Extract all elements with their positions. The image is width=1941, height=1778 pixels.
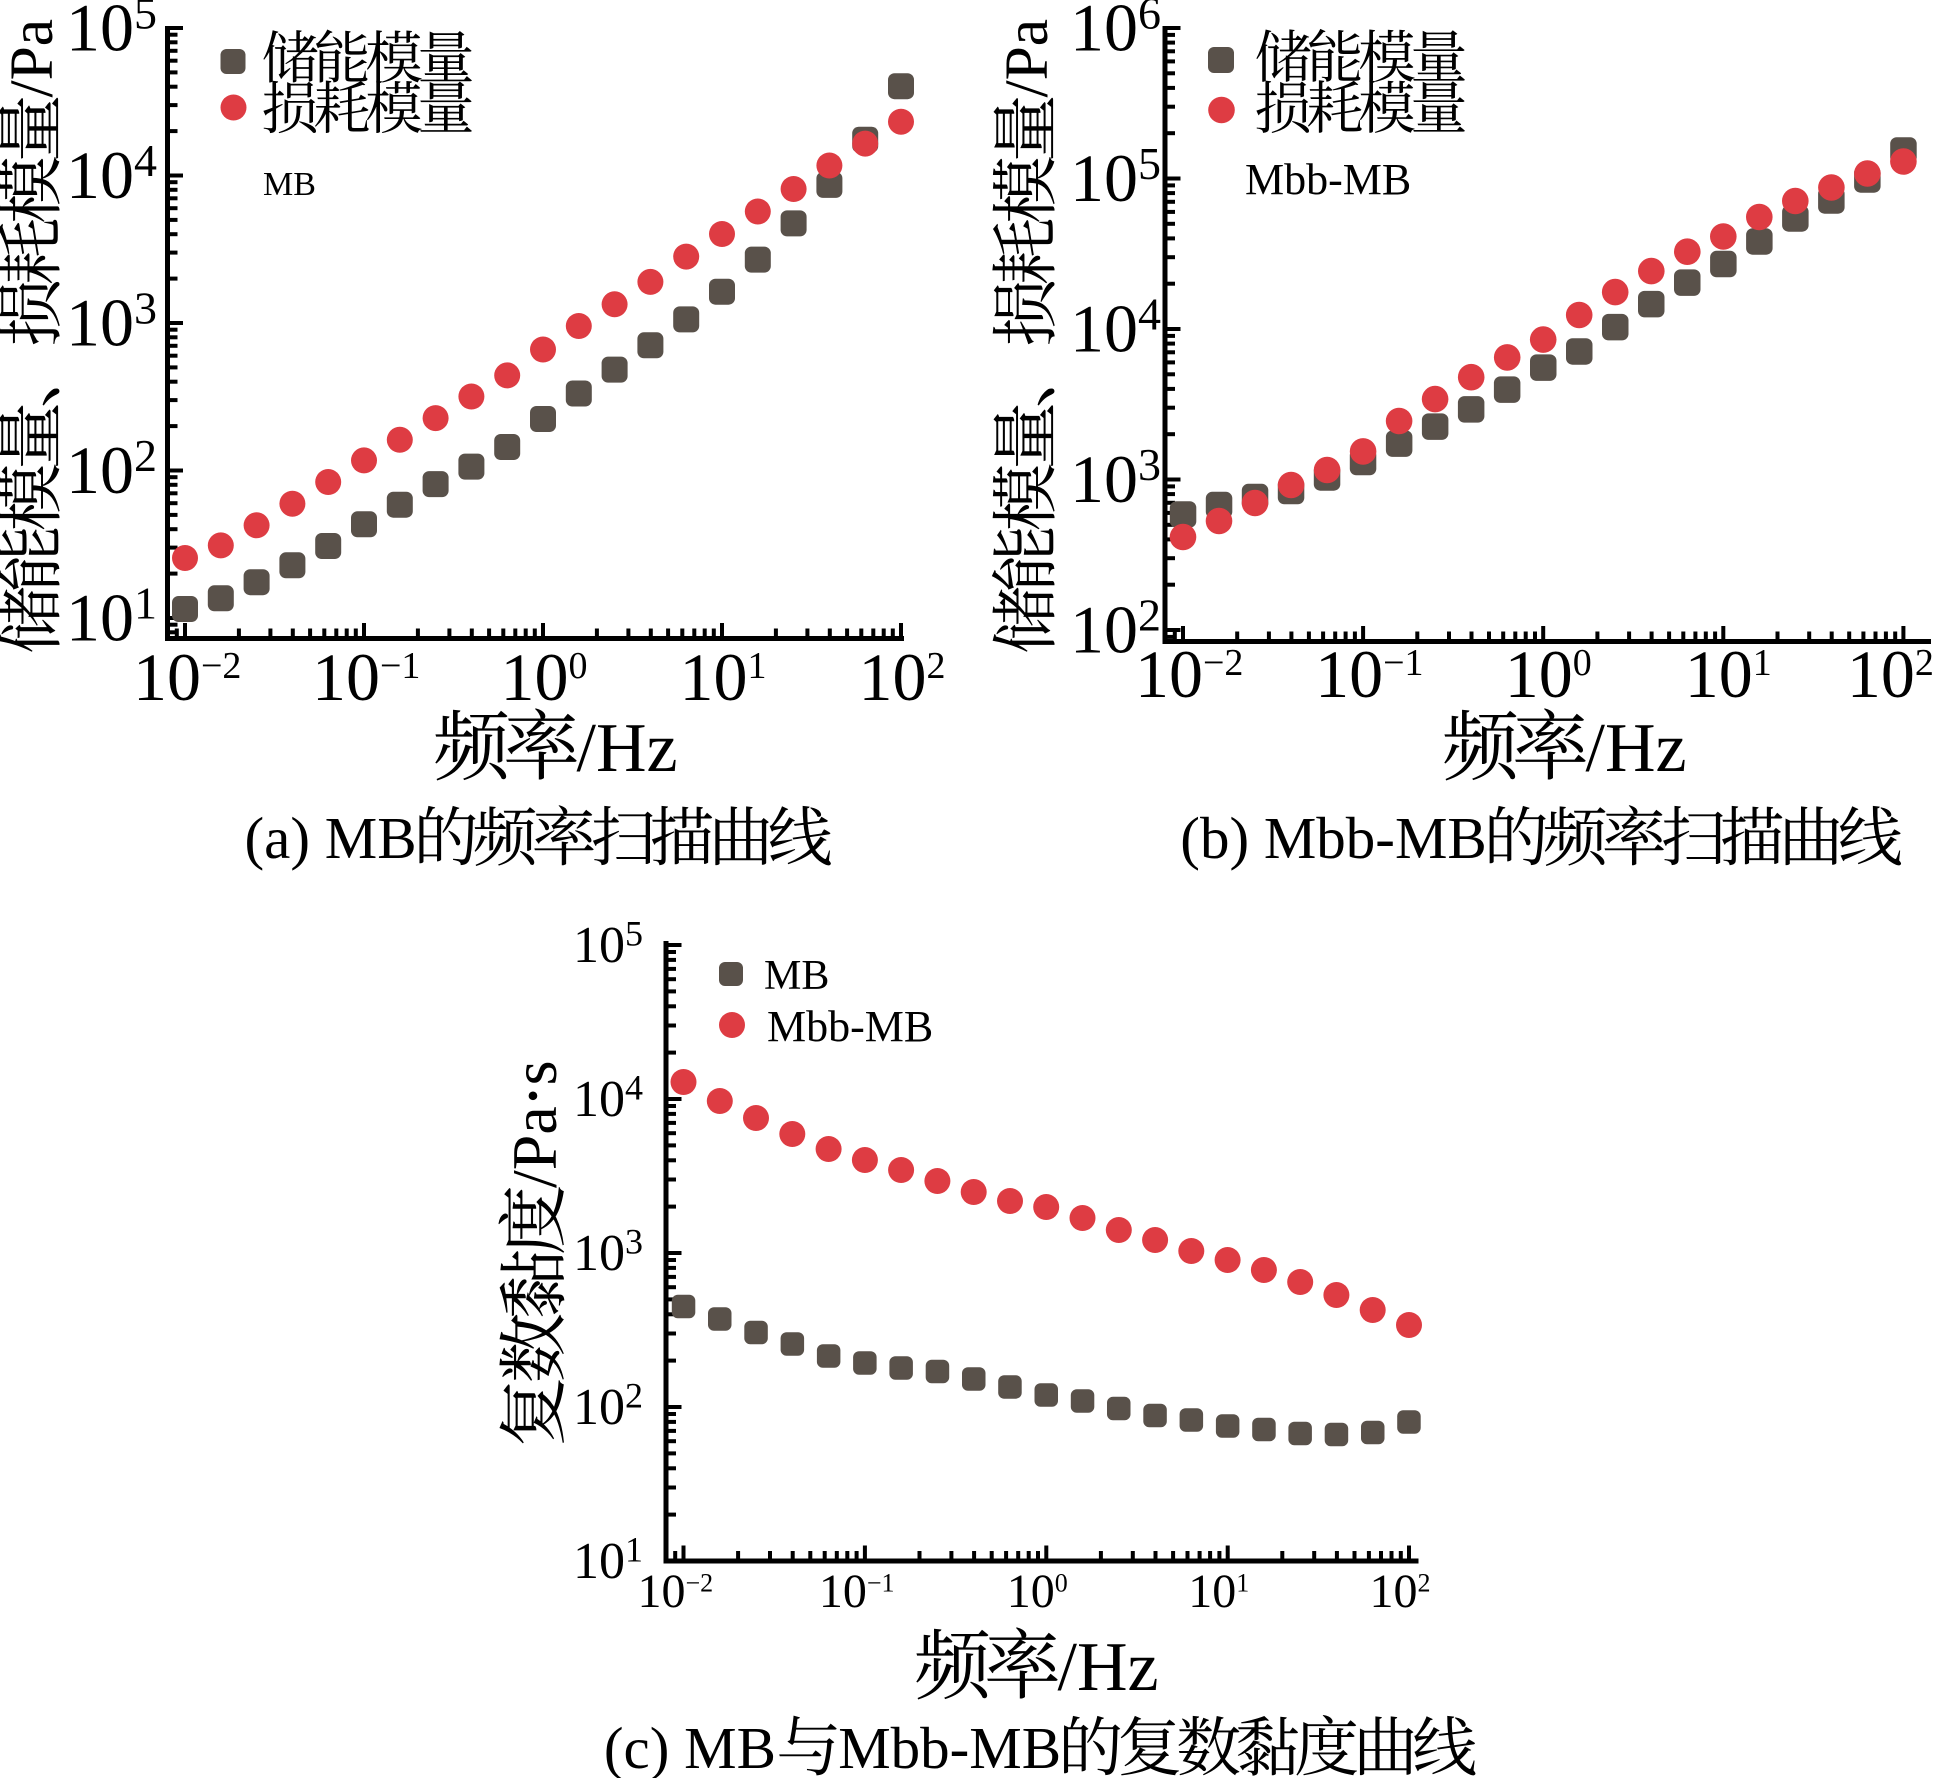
svg-text:1: 1 (1753, 642, 1772, 684)
svg-text:2: 2 (134, 430, 157, 481)
svg-text:4: 4 (625, 1068, 643, 1108)
svg-text:10: 10 (66, 285, 134, 361)
svg-text:10: 10 (573, 1225, 625, 1282)
svg-text:6: 6 (1138, 0, 1161, 39)
svg-text:0: 0 (569, 645, 588, 687)
svg-text:10: 10 (1007, 1565, 1055, 1618)
svg-text:10: 10 (66, 580, 134, 656)
svg-text:s: s (499, 1060, 570, 1085)
svg-text:5: 5 (625, 914, 643, 954)
svg-text:/Hz: /Hz (577, 710, 678, 787)
svg-text:10: 10 (573, 1071, 625, 1128)
svg-text:1: 1 (625, 1530, 643, 1570)
svg-text:10: 10 (1070, 140, 1138, 216)
svg-text:10: 10 (1370, 1565, 1418, 1618)
svg-text:−1: −1 (867, 1569, 895, 1598)
svg-text:2: 2 (625, 1376, 643, 1416)
svg-text:(c) MB: (c) MB (604, 1715, 776, 1778)
svg-text:Mbb-MB: Mbb-MB (1245, 155, 1411, 204)
svg-text:10: 10 (133, 639, 201, 715)
svg-text:10: 10 (1070, 0, 1138, 66)
svg-text:(a) MB: (a) MB (245, 805, 417, 871)
svg-text:10: 10 (638, 1565, 686, 1618)
svg-text:10: 10 (1070, 592, 1138, 668)
svg-text:3: 3 (1138, 439, 1161, 490)
svg-text:10: 10 (680, 639, 748, 715)
svg-text:2: 2 (1138, 590, 1161, 641)
svg-text:Mbb-MB: Mbb-MB (767, 1002, 933, 1051)
svg-text:10: 10 (819, 1565, 867, 1618)
svg-text:/Hz: /Hz (1586, 710, 1687, 787)
svg-text:(b) Mbb-MB: (b) Mbb-MB (1180, 805, 1486, 871)
svg-text:10: 10 (1070, 291, 1138, 367)
svg-text:10: 10 (1070, 441, 1138, 517)
svg-text:/Pa: /Pa (0, 19, 66, 98)
svg-text:/Pa: /Pa (993, 19, 1061, 98)
svg-text:1: 1 (134, 578, 157, 629)
svg-text:10: 10 (1505, 636, 1573, 712)
svg-text:10: 10 (1315, 636, 1383, 712)
svg-text:3: 3 (625, 1222, 643, 1262)
svg-text:10: 10 (66, 0, 134, 66)
svg-text:/Pa: /Pa (499, 1106, 570, 1188)
svg-text:10: 10 (573, 917, 625, 974)
svg-text:MB: MB (764, 953, 829, 999)
svg-text:Mbb-MB: Mbb-MB (838, 1715, 1061, 1778)
svg-text:−2: −2 (686, 1569, 714, 1598)
svg-text:10: 10 (66, 432, 134, 508)
svg-text:10: 10 (1188, 1565, 1236, 1618)
svg-text:1: 1 (1236, 1569, 1249, 1598)
svg-text:MB: MB (263, 166, 316, 203)
svg-text:/Hz: /Hz (1058, 1629, 1159, 1706)
svg-text:4: 4 (1138, 289, 1161, 340)
svg-text:−2: −2 (201, 645, 241, 687)
svg-text:2: 2 (1915, 642, 1934, 684)
svg-text:5: 5 (134, 0, 157, 39)
svg-text:−1: −1 (380, 645, 420, 687)
svg-text:10: 10 (501, 639, 569, 715)
svg-text:4: 4 (134, 135, 157, 186)
svg-text:−1: −1 (1383, 642, 1423, 684)
svg-text:10: 10 (1135, 636, 1203, 712)
svg-text:2: 2 (1418, 1569, 1431, 1598)
svg-text:10: 10 (1685, 636, 1753, 712)
svg-text:3: 3 (134, 283, 157, 334)
svg-text:0: 0 (1055, 1569, 1068, 1598)
svg-text:1: 1 (748, 645, 767, 687)
svg-text:10: 10 (573, 1379, 625, 1436)
svg-text:10: 10 (1847, 636, 1915, 712)
svg-text:10: 10 (859, 639, 927, 715)
svg-text:−2: −2 (1203, 642, 1243, 684)
svg-text:10: 10 (66, 137, 134, 213)
svg-text:5: 5 (1138, 138, 1161, 189)
svg-text:10: 10 (312, 639, 380, 715)
svg-text:10: 10 (573, 1533, 625, 1590)
svg-text:0: 0 (1573, 642, 1592, 684)
svg-text:2: 2 (927, 645, 946, 687)
